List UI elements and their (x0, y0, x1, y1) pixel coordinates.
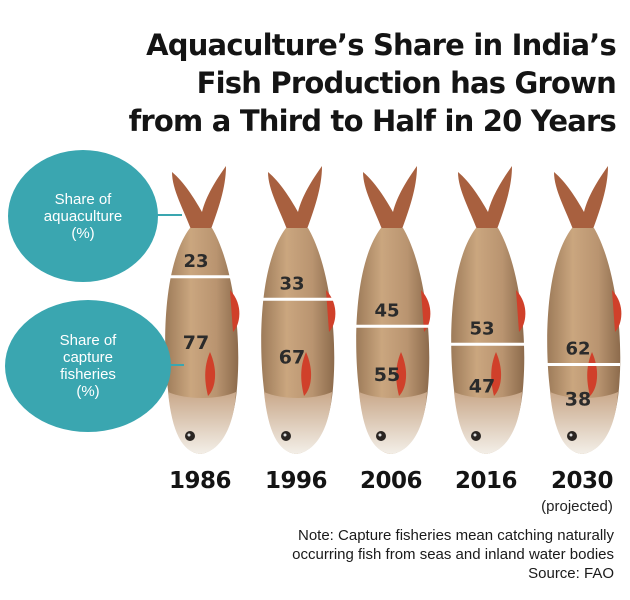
fish-pectoral-fin (396, 352, 407, 396)
note-line-2: occurring fish from seas and inland wate… (292, 546, 614, 563)
fish-dorsal-fin (612, 290, 622, 332)
legend-capture-line-1: Share of (59, 332, 117, 349)
aquaculture-value-2030: 62 (565, 339, 590, 360)
fish-head (454, 392, 522, 454)
legend-capture-line-3: fisheries (60, 366, 116, 383)
aquaculture-value-2006: 45 (374, 300, 399, 321)
title-line-3: from a Third to Half in 20 Years (128, 104, 617, 138)
fish-pectoral-fin (491, 352, 502, 396)
fish-2016 (448, 166, 526, 454)
year-label-2030: 2030 (550, 468, 614, 494)
legend-aquaculture-line-2: aquaculture (43, 207, 123, 225)
source-line: Source: FAO (528, 565, 614, 582)
aquaculture-connector (150, 214, 182, 216)
capture-value-1986: 77 (183, 332, 209, 354)
aquaculture-value-2016: 53 (469, 318, 494, 339)
footnote: Note: Capture fisheries mean catching na… (54, 526, 614, 583)
fish-eye-glint (378, 433, 382, 437)
aquaculture-value-1996: 33 (279, 273, 304, 294)
title-line-2: Fish Production has Grown (196, 66, 617, 100)
capture-value-2016: 47 (469, 375, 495, 397)
capture-value-2006: 55 (374, 364, 400, 386)
fish-head (550, 392, 618, 454)
capture-value-2030: 38 (565, 388, 591, 410)
fish-eye-glint (283, 433, 287, 437)
fish-2006 (353, 166, 431, 454)
fish-head (264, 392, 332, 454)
fish-tail (268, 166, 322, 232)
fish-head (168, 392, 236, 454)
legend-capture-bubble: Share of capture fisheries (%) (5, 300, 171, 432)
fish-1996 (258, 166, 336, 454)
fish-tail (458, 166, 512, 232)
projected-label: (projected) (541, 498, 613, 515)
fish-pectoral-fin (301, 352, 312, 396)
fish-tail (363, 166, 417, 232)
fish-2030 (544, 166, 622, 454)
capture-value-1996: 67 (279, 347, 305, 369)
year-label-1996: 1996 (264, 468, 328, 494)
fish-dorsal-fin (230, 290, 240, 332)
fish-tail (554, 166, 608, 232)
capture-connector (160, 364, 184, 366)
title-line-1: Aquaculture’s Share in India’s (146, 28, 617, 62)
fish-dorsal-fin (516, 290, 526, 332)
fish-1986 (162, 166, 240, 454)
legend-capture-line-4: (%) (76, 383, 100, 400)
fish-tail (172, 166, 226, 232)
aquaculture-value-1986: 23 (183, 251, 208, 272)
note-line-1: Note: Capture fisheries mean catching na… (298, 527, 614, 544)
year-label-2006: 2006 (359, 468, 423, 494)
fish-pectoral-fin (205, 352, 216, 396)
fish-eye-glint (569, 433, 573, 437)
year-label-2016: 2016 (454, 468, 518, 494)
legend-capture-line-2: capture (62, 349, 114, 366)
fish-dorsal-fin (421, 290, 431, 332)
chart-title: Aquaculture’s Share in India’s Fish Prod… (56, 26, 617, 140)
fish-eye-glint (473, 433, 477, 437)
fish-head (359, 392, 427, 454)
fish-eye-glint (187, 433, 191, 437)
legend-aquaculture-line-3: (%) (71, 224, 95, 242)
legend-aquaculture-bubble: Share of aquaculture (%) (8, 150, 158, 282)
year-label-1986: 1986 (168, 468, 232, 494)
legend-aquaculture-line-1: Share of (54, 190, 112, 208)
